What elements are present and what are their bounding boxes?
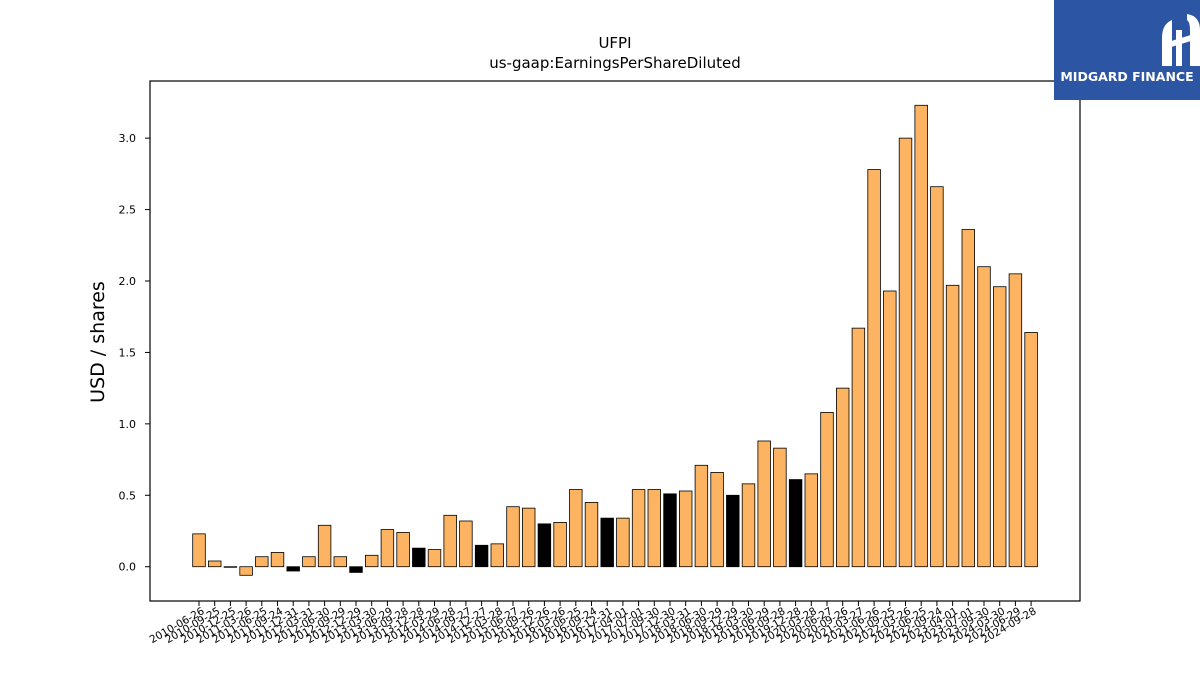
bar bbox=[741, 483, 756, 568]
bar bbox=[679, 490, 693, 568]
bar bbox=[773, 447, 787, 568]
bar bbox=[663, 493, 677, 568]
bar bbox=[396, 532, 410, 568]
bar bbox=[317, 524, 332, 568]
bar bbox=[239, 566, 253, 576]
bar bbox=[1008, 273, 1023, 568]
bar bbox=[647, 489, 662, 568]
logo-mark-icon bbox=[1162, 14, 1200, 66]
y-tick-label: 0.0 bbox=[119, 561, 137, 574]
y-tick-label: 2.0 bbox=[119, 275, 137, 288]
bar bbox=[443, 514, 457, 568]
bar bbox=[522, 507, 536, 568]
bar bbox=[412, 547, 426, 568]
bar bbox=[537, 523, 552, 568]
bar bbox=[977, 266, 991, 568]
bar bbox=[600, 517, 614, 568]
bar bbox=[851, 327, 866, 568]
y-tick-label: 0.5 bbox=[119, 489, 137, 502]
bar bbox=[286, 566, 300, 572]
bar bbox=[490, 543, 505, 568]
bar bbox=[270, 552, 285, 568]
bar bbox=[474, 544, 489, 568]
y-tick-label: 1.5 bbox=[119, 346, 137, 359]
bar bbox=[631, 489, 646, 568]
bar bbox=[930, 186, 944, 568]
bar bbox=[223, 566, 238, 568]
bar bbox=[380, 529, 395, 568]
bar bbox=[804, 473, 819, 568]
bar bbox=[364, 554, 379, 568]
logo-text: MIDGARD FINANCE bbox=[1060, 69, 1194, 84]
bar bbox=[726, 494, 740, 568]
bar bbox=[867, 169, 881, 568]
plot-area: 0.00.51.01.52.02.53.02010-06-262010-09-2… bbox=[119, 104, 1039, 646]
y-axis-label: USD / shares bbox=[87, 281, 109, 403]
bar bbox=[961, 229, 976, 568]
bar bbox=[459, 520, 473, 568]
bar bbox=[820, 412, 834, 568]
chart-title: UFPI bbox=[598, 34, 631, 52]
bar bbox=[302, 556, 316, 568]
bar bbox=[333, 556, 348, 568]
bar bbox=[883, 290, 897, 568]
bar bbox=[255, 556, 269, 568]
bar bbox=[207, 560, 222, 568]
y-tick-label: 1.0 bbox=[119, 418, 137, 431]
bar bbox=[836, 387, 850, 568]
bar bbox=[616, 517, 630, 568]
axes-frame bbox=[149, 80, 1081, 602]
bar bbox=[584, 502, 599, 568]
bar bbox=[710, 472, 724, 568]
bar bbox=[993, 286, 1007, 568]
bar bbox=[898, 137, 913, 568]
bar bbox=[757, 440, 771, 568]
bar bbox=[914, 104, 928, 568]
bar bbox=[694, 464, 709, 568]
y-tick-label: 3.0 bbox=[119, 132, 137, 145]
bar bbox=[1024, 332, 1038, 568]
bar bbox=[945, 284, 960, 568]
bar bbox=[788, 479, 803, 568]
brand-logo: MIDGARD FINANCE bbox=[1054, 0, 1200, 100]
chart-subtitle: us-gaap:EarningsPerShareDiluted bbox=[489, 54, 741, 72]
bar bbox=[192, 533, 206, 568]
bar bbox=[569, 489, 583, 568]
bar bbox=[553, 522, 567, 568]
bar bbox=[427, 549, 442, 568]
bar bbox=[349, 566, 363, 573]
y-tick-label: 2.5 bbox=[119, 204, 137, 217]
bar bbox=[506, 506, 520, 568]
